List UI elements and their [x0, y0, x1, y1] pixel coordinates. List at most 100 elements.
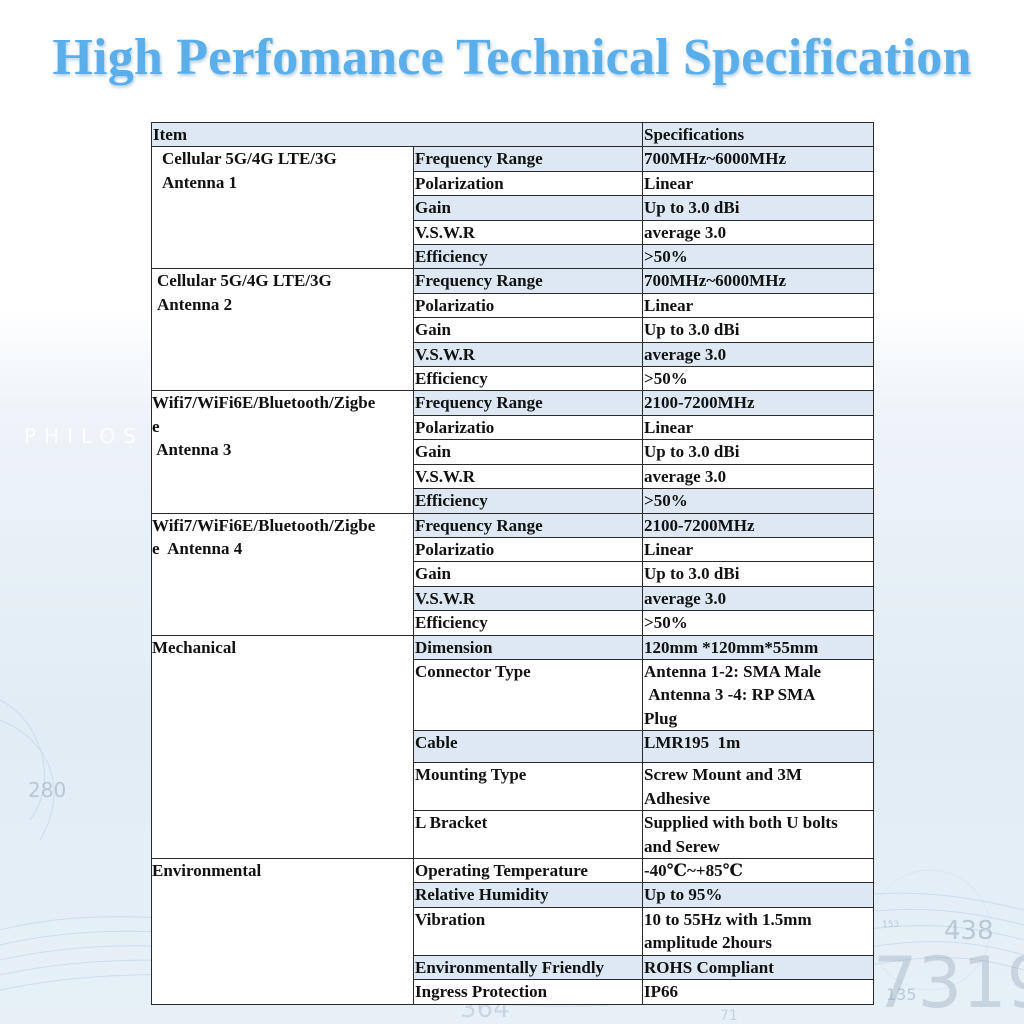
parameter-cell: Polarizatio — [412, 292, 644, 319]
value-cell: Screw Mount and 3M Adhesive — [642, 762, 875, 812]
value-cell: 2100-7200MHz — [642, 512, 875, 538]
value-cell: Linear — [642, 536, 875, 563]
table-row: Cable LMR195 1m — [152, 730, 875, 764]
table-row: Efficiency >50% — [152, 366, 875, 392]
group-name-cell: Cellular 5G/4G LTE/3G Antenna 2 — [151, 268, 414, 392]
page-title: High Perfomance Technical Specification — [52, 29, 972, 86]
value-cell: Up to 95% — [642, 882, 875, 908]
value-cell: Up to 3.0 dBi — [642, 317, 875, 343]
parameter-cell: Gain — [412, 195, 644, 221]
value-cell: average 3.0 — [642, 341, 875, 368]
value-cell: 700MHz~6000MHz — [642, 268, 875, 294]
value-cell: ROHS Compliant — [642, 954, 875, 981]
parameter-cell: Dimension — [412, 634, 644, 660]
value-cell: average 3.0 — [642, 463, 875, 490]
parameter-cell: Mounting Type — [412, 762, 644, 812]
table-row: Gain Up to 3.0 dBi — [152, 561, 875, 587]
group-name-cell: Cellular 5G/4G LTE/3G Antenna 1 — [151, 146, 414, 270]
table-row: Cellular 5G/4G LTE/3G Antenna 1 Frequency… — [151, 146, 875, 270]
parameter-cell: Cable — [412, 730, 644, 764]
spec-table-body: Item Specifications Cellular 5G/4G LTE/3… — [150, 121, 875, 1005]
parameter-cell: Efficiency — [412, 366, 644, 392]
parameter-cell: Relative Humidity — [412, 882, 644, 908]
decor-number: 438 — [944, 916, 994, 946]
table-row: Wifi7/WiFi6E/Bluetooth/Zigbe e Antenna 3… — [151, 390, 875, 514]
table-row: Efficiency >50% — [152, 488, 875, 514]
table-row: Gain Up to 3.0 dBi — [152, 195, 875, 221]
value-cell: >50% — [642, 244, 875, 270]
value-cell: Linear — [642, 414, 875, 441]
value-cell: Up to 3.0 dBi — [642, 195, 875, 221]
value-cell: Linear — [642, 292, 875, 319]
table-row: Mechanical Dimension 120mm *120mm*55mm — [151, 634, 875, 859]
decor-number: 280 — [28, 778, 67, 802]
value-cell: Linear — [642, 170, 875, 197]
parameter-cell: Gain — [412, 561, 644, 587]
parameter-cell: Ingress Protection — [412, 979, 644, 1005]
value-cell: >50% — [642, 366, 875, 392]
decor-number: 7319 — [873, 942, 1024, 1024]
parameter-cell: Vibration — [412, 906, 644, 956]
parameter-cell: Frequency Range — [412, 268, 644, 294]
table-row: Connector Type Antenna 1-2: SMA Male Ante… — [152, 658, 875, 732]
parameter-cell: Efficiency — [412, 488, 644, 514]
parameter-cell: Efficiency — [412, 244, 644, 270]
table-row: Efficiency >50% — [152, 244, 875, 270]
parameter-cell: Frequency Range — [412, 512, 644, 538]
spec-table: Item Specifications Cellular 5G/4G LTE/3… — [150, 121, 875, 1005]
decor-number: 71 — [720, 1008, 738, 1024]
parameter-cell: Gain — [412, 317, 644, 343]
table-row: V.S.W.R average 3.0 — [152, 219, 875, 246]
header-specifications-cell: Specifications — [642, 121, 875, 148]
table-row: Ingress Protection IP66 — [152, 979, 875, 1005]
value-cell: 700MHz~6000MHz — [642, 146, 875, 172]
value-cell: IP66 — [642, 979, 875, 1005]
table-row: Polarization Linear — [152, 170, 875, 197]
table-row: Environmentally Friendly ROHS Compliant — [152, 954, 875, 981]
table-row: Mounting Type Screw Mount and 3M Adhesive — [152, 762, 875, 812]
value-cell: >50% — [642, 610, 875, 636]
value-cell: 10 to 55Hz with 1.5mm amplitude 2hours — [642, 906, 875, 956]
value-cell: 120mm *120mm*55mm — [642, 634, 875, 660]
parameter-cell: V.S.W.R — [412, 585, 644, 612]
value-cell: 2100-7200MHz — [642, 390, 875, 416]
parameter-cell: Operating Temperature — [412, 857, 644, 884]
value-cell: Supplied with both U bolts and Serew — [642, 810, 875, 859]
parameter-cell: V.S.W.R — [412, 463, 644, 490]
table-row: Vibration 10 to 55Hz with 1.5mm amplitude… — [152, 906, 875, 956]
table-row: Polarizatio Linear — [152, 536, 875, 563]
parameter-cell: Connector Type — [412, 658, 644, 732]
parameter-cell: Polarizatio — [412, 536, 644, 563]
table-header-row: Item Specifications — [150, 121, 875, 148]
parameter-cell: L Bracket — [412, 810, 644, 859]
table-row: Relative Humidity Up to 95% — [152, 882, 875, 908]
value-cell: average 3.0 — [642, 585, 875, 612]
value-cell: Up to 3.0 dBi — [642, 561, 875, 587]
table-row: Polarizatio Linear — [152, 292, 875, 319]
parameter-cell: V.S.W.R — [412, 219, 644, 246]
parameter-cell: Frequency Range — [412, 146, 644, 172]
table-row: Efficiency >50% — [152, 610, 875, 636]
parameter-cell: Efficiency — [412, 610, 644, 636]
value-cell: >50% — [642, 488, 875, 514]
table-row: Wifi7/WiFi6E/Bluetooth/Zigbe e Antenna 4… — [151, 512, 875, 636]
value-cell: LMR195 1m — [642, 730, 875, 764]
table-row: Gain Up to 3.0 dBi — [152, 317, 875, 343]
parameter-cell: Frequency Range — [412, 390, 644, 416]
group-name-cell: Wifi7/WiFi6E/Bluetooth/Zigbe e Antenna 4 — [151, 512, 414, 636]
group-name-cell: Environmental — [151, 857, 414, 1005]
table-row: Cellular 5G/4G LTE/3G Antenna 2 Frequency… — [151, 268, 875, 392]
parameter-cell: Environmentally Friendly — [412, 954, 644, 981]
decor-number: 135 — [886, 985, 917, 1004]
parameter-cell: Polarization — [412, 170, 644, 197]
parameter-cell: Gain — [412, 439, 644, 465]
value-cell: Up to 3.0 dBi — [642, 439, 875, 465]
group-name-cell: Wifi7/WiFi6E/Bluetooth/Zigbe e Antenna 3 — [151, 390, 414, 514]
table-row: Environmental Operating Temperature -40℃~+… — [151, 857, 875, 1005]
header-item-cell: Item — [150, 121, 644, 148]
parameter-cell: V.S.W.R — [412, 341, 644, 368]
group-name-cell: Mechanical — [151, 634, 414, 859]
value-cell: -40℃~+85℃ — [642, 857, 875, 884]
value-cell: average 3.0 — [642, 219, 875, 246]
watermark-text: PHILOS — [24, 424, 144, 448]
